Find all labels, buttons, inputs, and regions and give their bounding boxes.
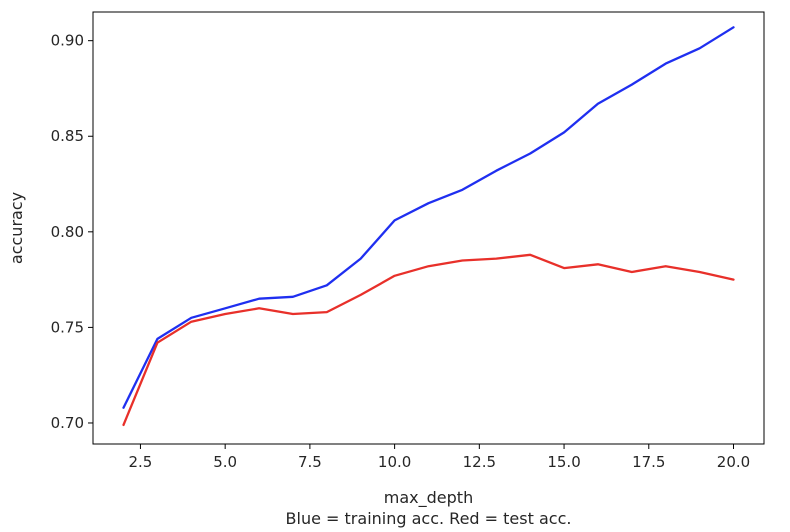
x-axis: 2.5 5.0 7.5 10.0 12.5 15.0 17.5 20.0 bbox=[129, 444, 750, 471]
x-tick-label: 17.5 bbox=[632, 453, 665, 471]
chart-caption: Blue = training acc. Red = test acc. bbox=[286, 509, 572, 528]
x-axis-title: max_depth bbox=[384, 488, 473, 508]
series-group bbox=[122, 26, 735, 427]
y-axis: 0.70 0.75 0.80 0.85 0.90 bbox=[51, 32, 93, 432]
x-tick-label: 15.0 bbox=[547, 453, 580, 471]
plot-area bbox=[92, 11, 765, 445]
x-tick-label: 2.5 bbox=[129, 453, 153, 471]
y-tick-label: 0.75 bbox=[51, 318, 84, 336]
y-tick-label: 0.85 bbox=[51, 127, 84, 145]
y-tick-label: 0.80 bbox=[51, 223, 84, 241]
training-accuracy-line bbox=[122, 26, 735, 409]
y-tick-label: 0.90 bbox=[51, 32, 84, 50]
y-axis-title: accuracy bbox=[7, 192, 26, 264]
x-tick-label: 20.0 bbox=[717, 453, 750, 471]
x-tick-label: 5.0 bbox=[213, 453, 237, 471]
test-accuracy-line bbox=[122, 253, 735, 427]
x-tick-label: 7.5 bbox=[298, 453, 322, 471]
y-tick-label: 0.70 bbox=[51, 414, 84, 432]
x-tick-label: 10.0 bbox=[378, 453, 411, 471]
x-tick-label: 12.5 bbox=[463, 453, 496, 471]
